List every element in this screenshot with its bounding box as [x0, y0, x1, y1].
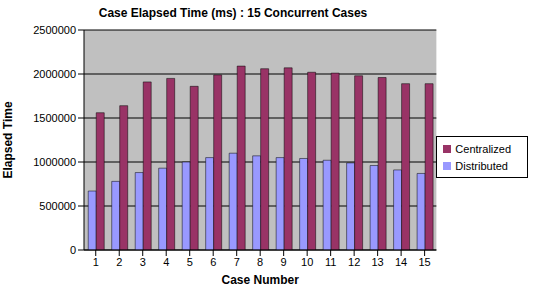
- svg-text:11: 11: [325, 256, 336, 268]
- html-text:Distributed: Distributed: [455, 160, 508, 172]
- svg-text:13: 13: [372, 256, 384, 268]
- svg-text:2000000: 2000000: [33, 68, 76, 80]
- svg-text:8: 8: [257, 256, 263, 268]
- svg-text:7: 7: [234, 256, 240, 268]
- svg-text:3: 3: [140, 256, 146, 268]
- svg-text:1: 1: [93, 256, 99, 268]
- svg-text:500000: 500000: [39, 200, 76, 212]
- svg-text:2500000: 2500000: [33, 26, 76, 36]
- svg-text:Elapsed Time: Elapsed Time: [8, 101, 15, 178]
- svg-text:2: 2: [116, 256, 122, 268]
- html-text:Case Elapsed Time (ms) : 15 Co: Case Elapsed Time (ms) : 15 Concurrent C…: [98, 6, 368, 20]
- svg-text:15: 15: [418, 256, 430, 268]
- svg-text:14: 14: [395, 256, 407, 268]
- svg-text:1500000: 1500000: [33, 112, 76, 124]
- svg-text:4: 4: [163, 256, 169, 268]
- svg-text:Case Number: Case Number: [221, 273, 299, 287]
- svg-text:6: 6: [210, 256, 216, 268]
- svg-text:1000000: 1000000: [33, 156, 76, 168]
- svg-text:12: 12: [348, 256, 360, 268]
- svg-text:9: 9: [281, 256, 287, 268]
- svg-text:0: 0: [70, 244, 76, 256]
- html-text:Centralized: Centralized: [455, 143, 511, 155]
- svg-text:5: 5: [187, 256, 193, 268]
- svg-text:10: 10: [301, 256, 313, 268]
